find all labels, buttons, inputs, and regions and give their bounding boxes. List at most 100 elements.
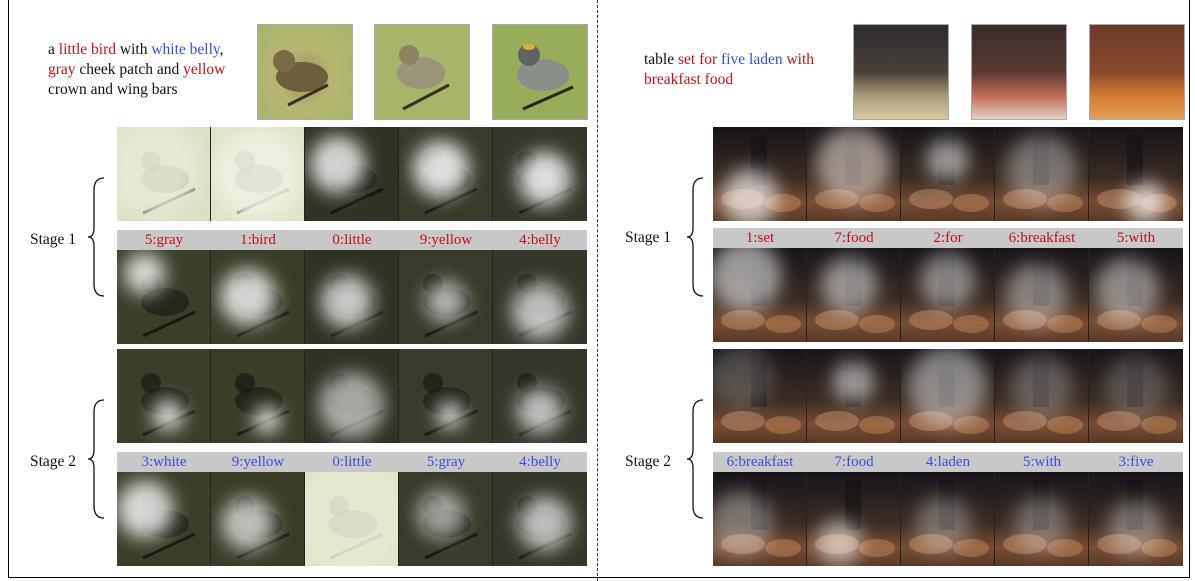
right-stage2-bottom-row [713,472,1183,566]
attention-map-cell [713,127,807,221]
attention-map-cell [305,127,399,221]
attention-highlight [117,127,201,217]
attention-highlight [220,268,277,326]
attention-word-label: 7:food [834,229,874,246]
attention-highlight [927,139,968,181]
attention-map-cell [807,472,901,566]
attention-highlight [1124,181,1167,221]
food-generated-image-1 [853,24,949,120]
attention-highlight [1104,354,1168,419]
left-stage1-brace-icon [87,177,105,297]
food-silhouette-icon [1003,135,1083,212]
food-silhouette-icon [1003,357,1083,434]
left-caption-line3: crown and wing bars [48,80,268,100]
attention-highlight [117,481,173,538]
caption-segment: a [48,41,59,58]
attention-highlight [211,127,304,221]
food-generated-image-3 [1089,24,1185,120]
attention-map-cell [901,127,995,221]
right-stage1-label: Stage 1 [625,229,672,246]
attention-highlight [817,519,862,566]
caption-segment: crown and wing bars [48,81,178,98]
food-silhouette-icon [1097,256,1177,333]
attention-word-label: 4:belly [519,231,561,248]
bird-silhouette-icon [423,373,478,437]
attention-word-label: 9:yellow [231,453,285,470]
left-stage1-bottom-row [117,250,587,344]
attention-word-label: 3:white [141,453,187,470]
attention-map-cell [995,472,1089,566]
caption-segment: little bird [58,41,117,58]
caption-segment: table [644,51,678,68]
attention-highlight [517,387,563,433]
right-stage2-brace-icon [686,399,704,519]
attention-map-cell [399,472,493,566]
attention-map-cell [117,127,211,221]
attention-highlight [713,248,781,312]
attention-highlight [425,281,466,323]
attention-map-cell [117,472,211,566]
attention-highlight [318,372,385,439]
attention-map-cell [807,349,901,443]
caption-segment: cheek patch and [75,61,184,78]
attention-map-cell [713,248,807,342]
food-silhouette-icon [1003,256,1083,333]
attention-map-cell [807,127,901,221]
attention-highlight [511,282,569,340]
attention-highlight [1009,354,1074,419]
attention-word-label: 2:for [933,229,963,246]
attention-highlight [833,361,874,403]
bird-generated-image-1 [257,24,353,120]
bird-generated-image-3 [492,24,588,120]
caption-segment: gray [48,61,76,78]
attention-word-label: 5:gray [426,453,466,470]
attention-map-cell [995,349,1089,443]
attention-map-cell [211,472,305,566]
attention-word-label: 4:laden [925,453,971,470]
attention-word-label: 7:food [834,453,874,470]
attention-word-label: 1:set [745,229,775,246]
food-silhouette-icon [721,357,801,434]
caption-segment: yellow [183,61,226,78]
left-stage2-top-row [117,349,587,443]
right-caption: table set for five laden with breakfast … [644,50,849,90]
attention-highlight [309,136,366,193]
attention-map-cell [1089,472,1183,566]
attention-highlight [713,491,773,556]
left-stage1-label: Stage 1 [30,231,77,248]
caption-segment: five laden [721,51,783,68]
caption-segment: , [219,41,224,58]
attention-map-cell [713,349,807,443]
attention-word-label: 5:gray [144,231,184,248]
left-stage1-word-bar: 5:gray 1:bird 0:little 9:yellow 4:belly [117,230,587,250]
attention-map-cell [211,349,305,443]
attention-map-cell [713,472,807,566]
figure-frame [8,0,1190,578]
attention-highlight [820,257,877,314]
right-stage2-label: Stage 2 [625,453,672,470]
attention-word-label: 3:five [1118,453,1154,470]
attention-highlight [1013,495,1070,552]
bird-silhouette-icon [517,44,574,111]
caption-segment: white belly [151,41,220,58]
attention-map-cell [117,250,211,344]
attention-map-cell [1089,248,1183,342]
bird-generated-image-2 [374,24,470,120]
left-stage2-label: Stage 2 [30,453,77,470]
food-silhouette-icon [909,357,989,434]
attention-map-cell [493,250,587,344]
right-stage1-bottom-row [713,248,1183,342]
right-stage1-word-bar: 1:set 7:food 2:for 6:breakfast 5:with [713,228,1183,248]
attention-map-cell [117,349,211,443]
attention-word-label: 4:belly [519,453,561,470]
attention-map-cell [211,250,305,344]
attention-highlight [1107,500,1165,557]
attention-map-cell [305,472,399,566]
attention-highlight [919,252,976,310]
right-stage1-top-row [713,127,1183,221]
attention-highlight [1094,258,1159,323]
attention-highlight [908,349,987,427]
attention-highlight [722,169,779,221]
caption-segment: with [782,51,815,68]
attention-map-cell [493,127,587,221]
